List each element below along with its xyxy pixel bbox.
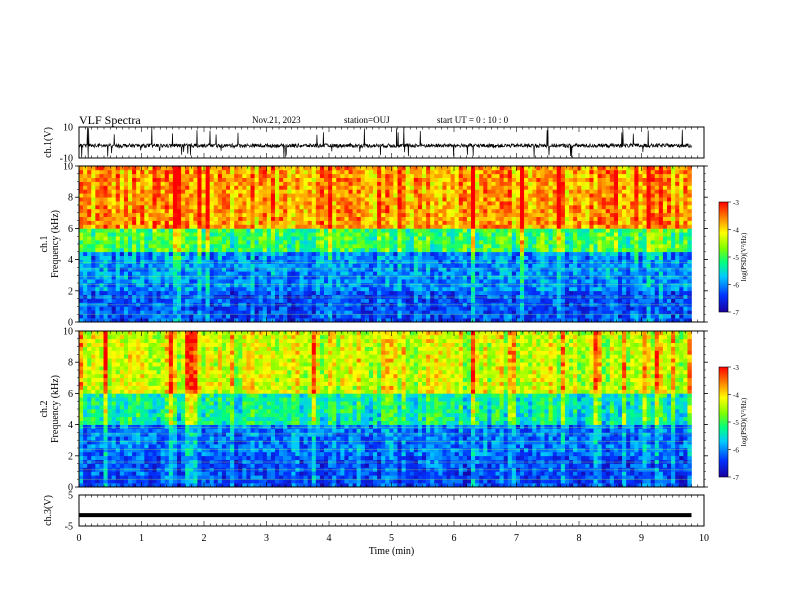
- colorbar-tick-label: -7: [733, 474, 739, 482]
- ytick-label: 6: [68, 224, 73, 235]
- ytick-label: -5: [65, 522, 73, 533]
- colorbar-tick-label: -3: [733, 199, 739, 207]
- colorbar-tick-label: -3: [733, 364, 739, 372]
- ytick-label: 5: [68, 491, 73, 502]
- channel-label: ch.1: [39, 236, 50, 253]
- colorbar-tick-label: -4: [733, 392, 739, 400]
- colorbars: [718, 201, 731, 478]
- time-axis-label: Time (min): [369, 546, 414, 557]
- waveform-axis-label: ch.1(V): [43, 127, 54, 158]
- colorbar-tick-label: -5: [733, 254, 739, 262]
- ch1-waveform: [79, 127, 692, 158]
- colorbar-label: log(PSD)(V²/Hz): [740, 232, 748, 281]
- colorbar-tick-label: -7: [733, 309, 739, 317]
- waveform-axis-label: ch.3(V): [43, 495, 54, 526]
- xtick-label: 4: [327, 533, 332, 544]
- xtick-label: 5: [389, 533, 394, 544]
- ytick-label: 0: [68, 483, 73, 494]
- ytick-label: 8: [68, 193, 73, 204]
- xtick-label: 2: [202, 533, 207, 544]
- colorbar-tick-label: -5: [733, 419, 739, 427]
- colorbar-tick-label: -6: [733, 282, 739, 290]
- ytick-label: 8: [68, 358, 73, 369]
- ytick-label: 10: [63, 162, 73, 173]
- ch1-spectrogram: [79, 166, 692, 323]
- colorbar-tick-label: -6: [733, 447, 739, 455]
- ch2-spectrogram: [79, 331, 692, 488]
- frequency-axis-label: Frequency (kHz): [50, 375, 61, 443]
- colorbar-s1: [718, 201, 729, 313]
- colorbar-s2: [718, 366, 729, 478]
- colorbar-tick-label: -4: [733, 227, 739, 235]
- axes: [75, 126, 708, 527]
- xtick-label: 7: [514, 533, 519, 544]
- frequency-axis-label: Frequency (kHz): [50, 210, 61, 278]
- figure-title: VLF Spectra: [79, 113, 141, 127]
- date-label: Nov.21, 2023: [252, 115, 301, 125]
- xtick-label: 3: [264, 533, 269, 544]
- station-label: station=OUJ: [344, 115, 390, 125]
- ytick-label: 6: [68, 389, 73, 400]
- ytick-label: 4: [68, 255, 73, 266]
- xtick-label: 6: [452, 533, 457, 544]
- ytick-label: 10: [63, 327, 73, 338]
- ytick-label: 10: [63, 123, 73, 134]
- ytick-label: 2: [68, 286, 73, 297]
- xtick-label: 1: [139, 533, 144, 544]
- ytick-label: -10: [60, 154, 73, 165]
- ytick-label: 2: [68, 451, 73, 462]
- ch1-waveform-line: [79, 127, 692, 158]
- colorbar-label: log(PSD)(V²/Hz): [740, 397, 748, 446]
- ytick-label: 0: [68, 318, 73, 329]
- xtick-label: 10: [699, 533, 709, 544]
- start-time-label: start UT = 0 : 10 : 0: [437, 115, 509, 125]
- channel-label: ch.2: [39, 401, 50, 418]
- xtick-label: 9: [639, 533, 644, 544]
- ytick-label: 4: [68, 420, 73, 431]
- xtick-label: 0: [77, 533, 82, 544]
- xtick-label: 8: [577, 533, 582, 544]
